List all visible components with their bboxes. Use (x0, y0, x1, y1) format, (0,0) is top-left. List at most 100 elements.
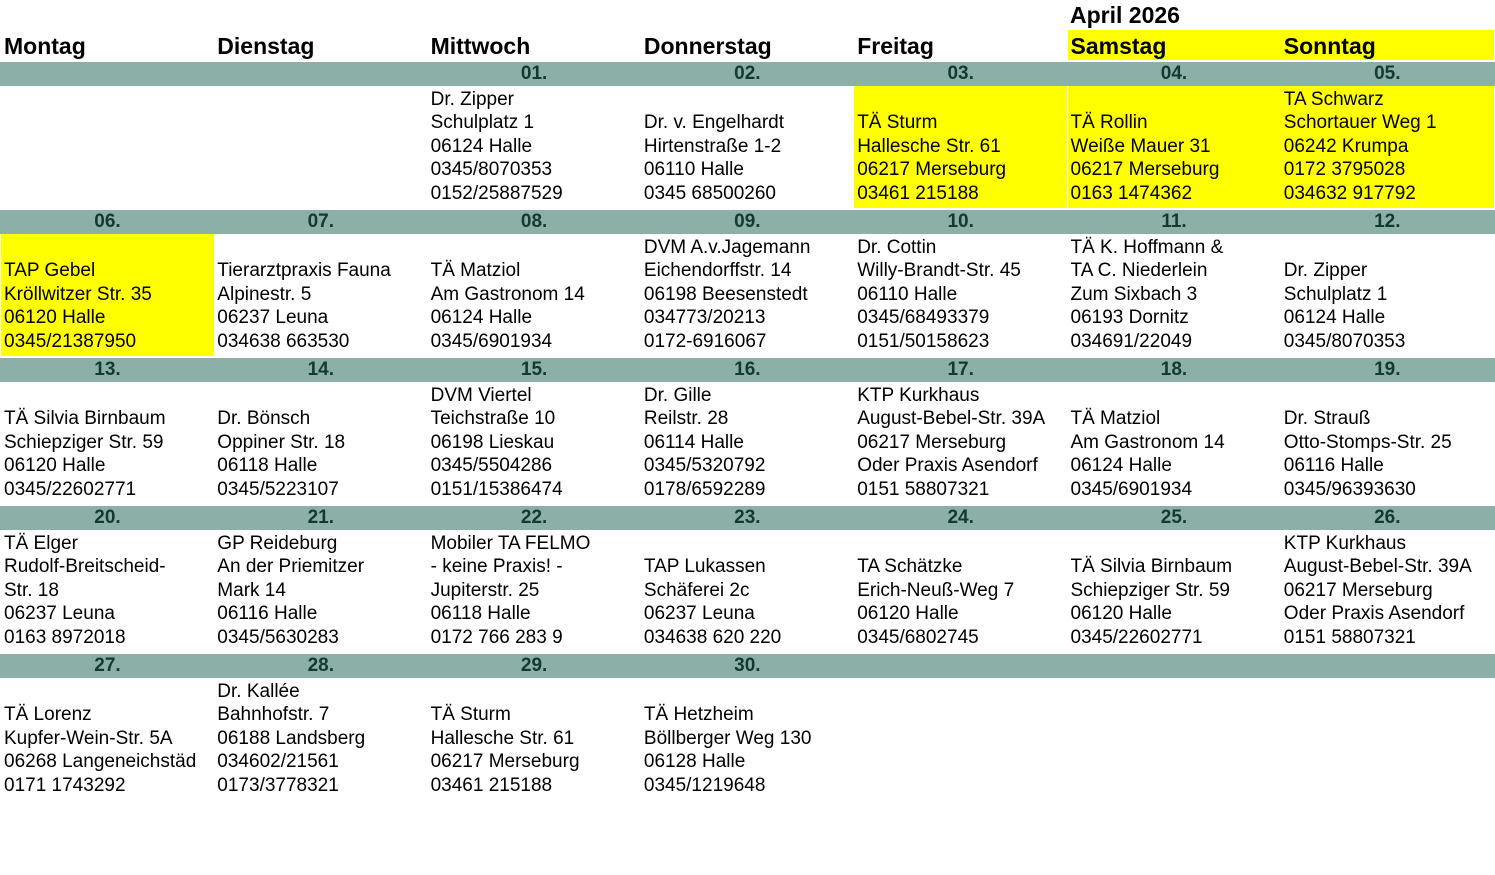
day-cell: TÄ Hetzheim Böllberger Weg 130 06128 Halle… (641, 678, 854, 800)
duty-vet-line: 0173/3778321 (217, 774, 339, 796)
day-cell: TÄ Elger Rudolf-Breitscheid- Str. 18 06237 … (1, 530, 214, 652)
duty-vet-line: 06124 Halle (430, 307, 533, 329)
duty-vet-line: 0151 58807321 (1283, 626, 1416, 648)
duty-vet-line: 0345/5630283 (217, 626, 339, 648)
day-cell (1068, 678, 1281, 800)
duty-vet-line: 0163 1474362 (1070, 182, 1193, 204)
day-cell (854, 678, 1067, 800)
duty-vet-line: Schulplatz 1 (1283, 283, 1388, 305)
duty-vet-line: KTP Kurkhaus (1283, 532, 1406, 554)
duty-vet-line: 06120 Halle (4, 455, 106, 477)
duty-vet-line: Am Gastronom 14 (430, 283, 585, 305)
duty-vet-line: 06217 Merseburg (857, 159, 1007, 181)
duty-vet-line: TA Schätzke (857, 556, 963, 578)
duty-vet-line: - keine Praxis! - (430, 556, 563, 578)
day-number: 03. (947, 63, 974, 84)
duty-vet-line: Dr. Kallée (217, 680, 300, 702)
day-number: 13. (94, 359, 121, 380)
duty-vet-line: 0151/15386474 (430, 478, 563, 500)
duty-vet-line: Hirtenstraße 1-2 (643, 135, 782, 157)
day-number: 16. (734, 359, 761, 380)
duty-vet-line: 06118 Halle (430, 603, 531, 625)
day-cell: TÄ Silvia Birnbaum Schiepziger Str. 59 061… (1, 382, 214, 504)
duty-vet-line: Schiepziger Str. 59 (4, 431, 164, 453)
duty-vet-line: 0152/25887529 (430, 182, 563, 204)
duty-vet-line: Otto-Stomps-Str. 25 (1283, 431, 1452, 453)
day-number: 19. (1374, 359, 1401, 380)
duty-vet-line: 0171 1743292 (4, 774, 126, 796)
day-number (1281, 654, 1494, 678)
day-number: 21. (307, 507, 334, 528)
duty-vet-line: TÄ Sturm (857, 112, 938, 134)
day-cell: Dr. Zipper Schulplatz 1 06124 Halle 0345/80… (428, 86, 641, 208)
day-cell: TA Schwarz Schortauer Weg 1 06242 Krumpa 01… (1280, 86, 1494, 208)
weekday-header-mittwoch: Mittwoch (430, 33, 531, 59)
duty-vet-line: August-Bebel-Str. 39A (1283, 556, 1472, 578)
day-cell: DVM Viertel Teichstraße 10 06198 Lieskau 03… (428, 382, 641, 504)
duty-vet-line: Eichendorffstr. 14 (643, 260, 792, 282)
duty-vet-line: 0151/50158623 (857, 330, 990, 352)
duty-vet-line: 06217 Merseburg (857, 431, 1007, 453)
duty-vet-line: 06198 Beesenstedt (643, 283, 808, 305)
day-cell: Mobiler TA FELMO - keine Praxis! - Jupiter… (428, 530, 641, 652)
duty-vet-line: TAP Gebel (4, 260, 96, 282)
day-cell (1, 86, 214, 208)
duty-vet-line: 0345/22602771 (1070, 626, 1203, 648)
duty-vet-line: 03461 215188 (857, 182, 979, 204)
day-cell: TÄ Silvia Birnbaum Schiepziger Str. 59 061… (1068, 530, 1281, 652)
duty-vet-line: Dr. Zipper (430, 88, 515, 110)
duty-vet-line: 06114 Halle (643, 431, 744, 453)
duty-vet-line: TÄ Matziol (1070, 408, 1161, 430)
day-cell: Dr. v. Engelhardt Hirtenstraße 1-2 06110 H… (641, 86, 854, 208)
duty-vet-line: Dr. Cottin (857, 236, 937, 258)
day-cell: Dr. Cottin Willy-Brandt-Str. 45 06110 Hall… (854, 234, 1067, 356)
day-cell: Tierarztpraxis Fauna Alpinestr. 5 06237 Le… (214, 234, 427, 356)
duty-vet-line: KTP Kurkhaus (857, 384, 980, 406)
day-number: 29. (520, 655, 548, 676)
duty-vet-line: Böllberger Weg 130 (643, 727, 812, 749)
day-cell: TÄ Matziol Am Gastronom 14 06124 Halle 0345… (428, 234, 641, 356)
day-number: 15. (520, 359, 548, 380)
day-cell: TÄ Matziol Am Gastronom 14 06124 Halle 0345… (1068, 382, 1281, 504)
duty-vet-line: TÄ Elger (4, 532, 78, 554)
duty-vet-line: Dr. Gille (643, 384, 712, 406)
duty-vet-line: 06120 Halle (1070, 603, 1172, 625)
duty-vet-line: Schulplatz 1 (430, 112, 535, 134)
day-cell: TÄ Sturm Hallesche Str. 61 06217 Merseburg… (428, 678, 641, 800)
duty-vet-line: 0345 68500260 (643, 182, 776, 204)
duty-vet-line: TÄ Matziol (430, 260, 521, 282)
day-cell: Dr. Gille Reilstr. 28 06114 Halle 0345/5320… (641, 382, 854, 504)
day-number (214, 62, 427, 86)
week-date-bar (0, 62, 1495, 86)
weekday-header-freitag: Freitag (857, 33, 934, 59)
duty-vet-line: 06128 Halle (643, 751, 746, 773)
duty-vet-line: 0345/5320792 (643, 455, 766, 477)
duty-vet-line: Oppiner Str. 18 (217, 431, 346, 453)
day-number: 07. (307, 211, 334, 232)
duty-vet-line: 034691/22049 (1070, 330, 1193, 352)
day-number: 18. (1160, 359, 1188, 380)
duty-vet-line: 034773/20213 (643, 307, 766, 329)
duty-vet-line: Bahnhofstr. 7 (217, 704, 330, 726)
duty-vet-line: Am Gastronom 14 (1070, 431, 1225, 453)
duty-vet-line: Alpinestr. 5 (217, 283, 312, 305)
duty-vet-line: 06217 Merseburg (1283, 579, 1433, 601)
duty-vet-line: Hallesche Str. 61 (430, 727, 575, 749)
day-cell: Dr. Strauß Otto-Stomps-Str. 25 06116 Halle… (1281, 382, 1494, 504)
duty-vet-line: Dr. Zipper (1283, 260, 1368, 282)
duty-vet-line: 0345/5504286 (430, 455, 553, 477)
duty-vet-line: 06118 Halle (217, 455, 318, 477)
duty-vet-line: 06188 Landsberg (217, 727, 366, 749)
duty-vet-line: August-Bebel-Str. 39A (857, 408, 1046, 430)
duty-vet-line: 034638 663530 (217, 330, 350, 352)
day-cell: TÄ Rollin Weiße Mauer 31 06217 Merseburg 01… (1067, 86, 1281, 208)
week-date-bar (0, 506, 1495, 530)
duty-vet-line: 0345/1219648 (643, 774, 766, 796)
duty-vet-line: 06116 Halle (1283, 455, 1384, 477)
duty-vet-line: 0345/6901934 (430, 330, 553, 352)
duty-vet-line: 06217 Merseburg (430, 751, 580, 773)
duty-vet-line: 0163 8972018 (4, 626, 126, 648)
duty-vet-line: 06120 Halle (857, 603, 959, 625)
duty-vet-line: 03461 215188 (430, 774, 553, 796)
duty-vet-line: An der Priemitzer (217, 556, 365, 578)
